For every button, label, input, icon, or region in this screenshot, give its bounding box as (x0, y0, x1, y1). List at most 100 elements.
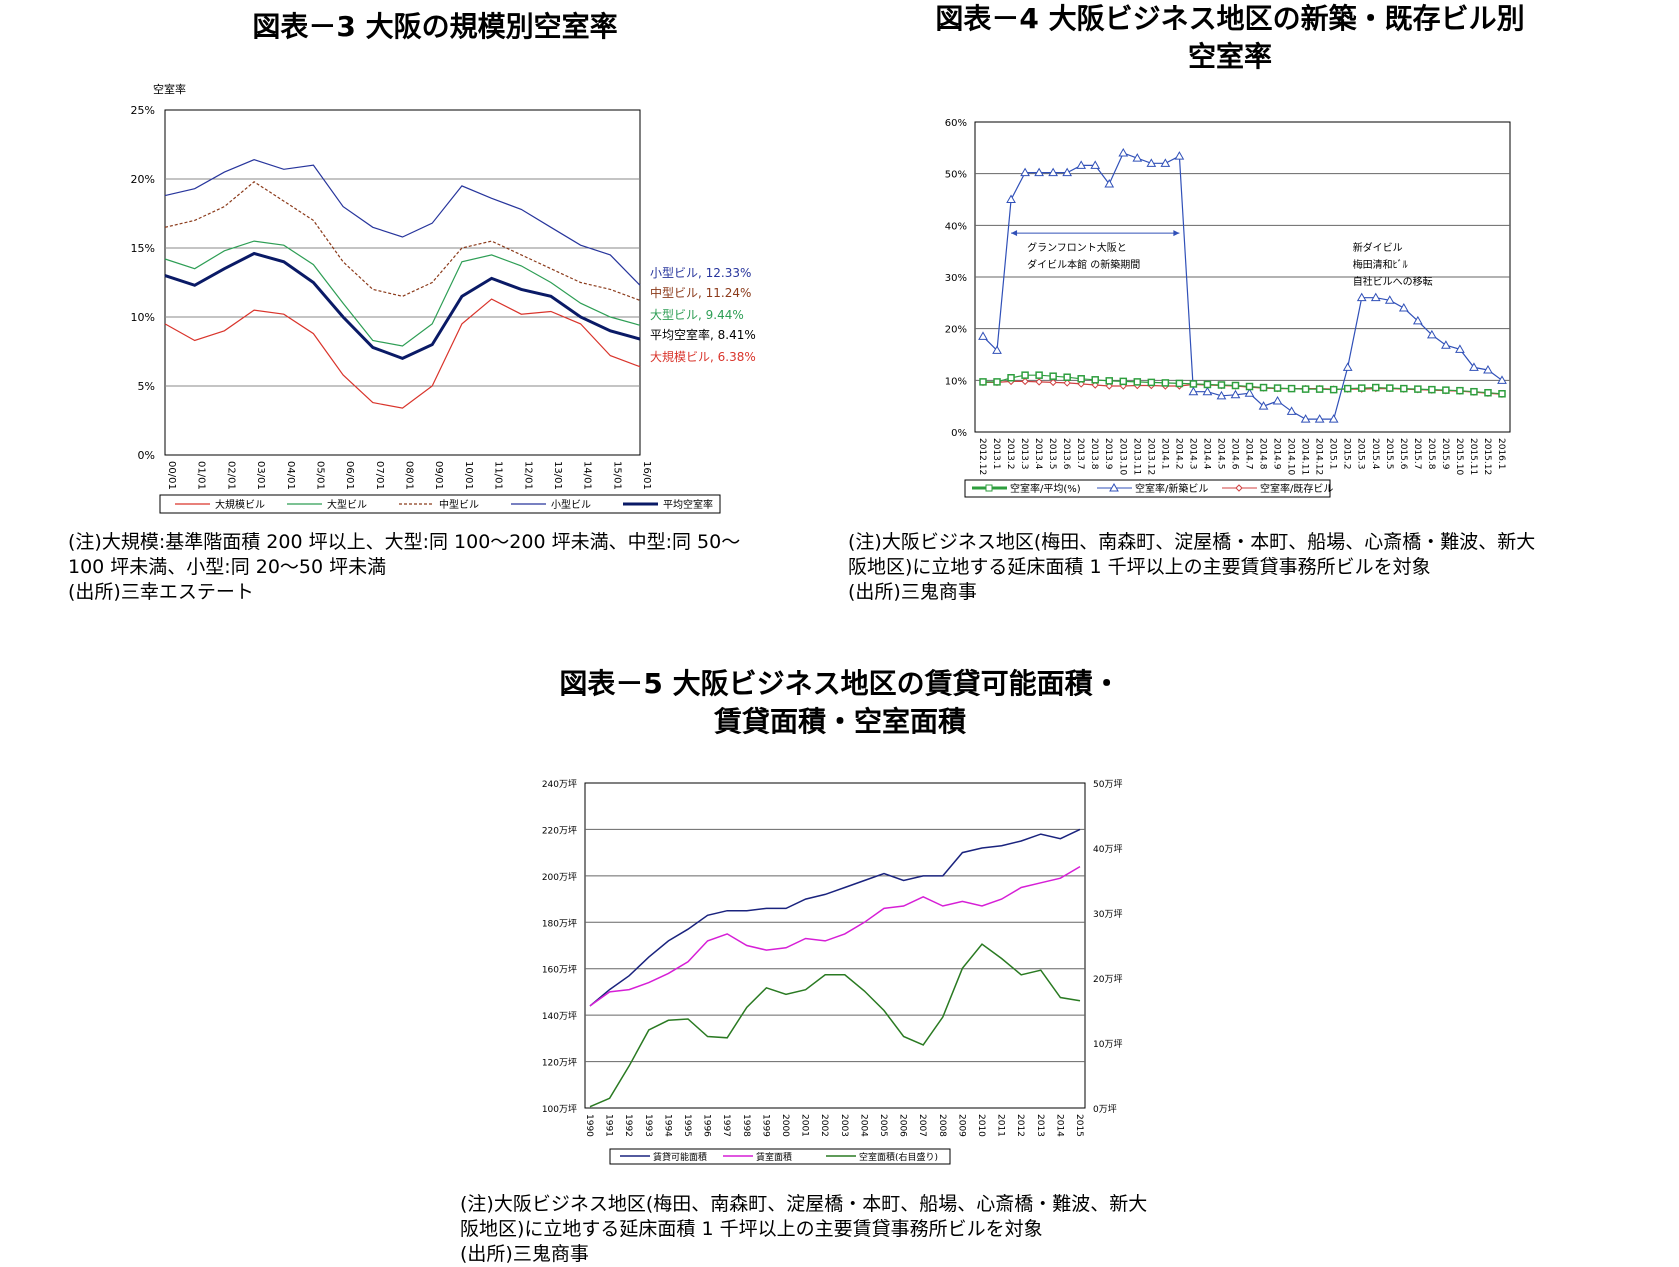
point-new (1497, 375, 1507, 384)
point-avg (1091, 376, 1099, 384)
x-tick-label: 2014.7 (1244, 438, 1254, 470)
point-avg (1273, 384, 1282, 392)
point-avg (1484, 388, 1492, 397)
point-avg (1259, 383, 1268, 392)
point-new (1146, 158, 1157, 167)
point-new (1300, 414, 1311, 423)
x-tick-label: 2014.1 (1159, 438, 1169, 470)
point-new (1034, 167, 1044, 177)
point-new (1258, 401, 1269, 410)
y-tick-label: 120万坪 (542, 1058, 577, 1069)
x-tick-label: 1991 (604, 1114, 614, 1137)
x-tick-label: 14/01 (582, 461, 593, 490)
y-tick-label: 40% (945, 221, 967, 232)
point-new (1174, 151, 1185, 160)
point-new (1455, 344, 1465, 353)
series-line-賃貸可能面積 (589, 828, 1081, 1007)
x-tick-label: 2014.6 (1229, 438, 1239, 470)
x-tick-label: 2013.7 (1075, 438, 1085, 470)
x-tick-label: 2012 (1015, 1114, 1025, 1137)
point-avg (1133, 378, 1142, 386)
series-line-小型ビル (164, 159, 641, 286)
x-tick-label: 1998 (741, 1114, 751, 1137)
x-tick-label: 1993 (643, 1114, 653, 1137)
y-right-tick-label: 40万坪 (1093, 844, 1122, 855)
series-line-大型ビル (164, 240, 641, 347)
fig4-title: 図表－4 大阪ビジネス地区の新築・既存ビル別 空室率 (935, 2, 1525, 73)
y-tick-label: 140万坪 (542, 1011, 577, 1022)
annotation-text: 梅田清和ﾋﾞﾙ (1353, 258, 1408, 271)
x-tick-label: 10/01 (463, 461, 474, 490)
point-new (1328, 414, 1339, 423)
x-tick-label: 02/01 (225, 461, 236, 490)
point-new (1160, 158, 1171, 167)
fig4-note: (注)大阪ビジネス地区(梅田、南森町、淀屋橋・本町、船場、心斎橋・難波、新大 阪… (848, 531, 1536, 603)
series-line-平均空室率 (164, 251, 641, 361)
x-tick-label: 04/01 (285, 461, 296, 490)
legend-label: 空室率/既存ビル (1260, 482, 1333, 495)
x-tick-label: 2014.3 (1187, 438, 1197, 470)
y-tick-label: 160万坪 (542, 965, 577, 976)
point-new (1076, 160, 1087, 169)
x-tick-label: 2013.6 (1061, 438, 1071, 470)
annotation-text: ダイビル本館 の新築期間 (1027, 258, 1140, 271)
point-avg (1287, 384, 1296, 393)
plot-area (584, 782, 1086, 1109)
point-new (1398, 302, 1409, 312)
legend-box (159, 494, 721, 514)
legend-label: 空室率/新築ビル (1135, 482, 1208, 495)
x-tick-label: 2014.12 (1314, 438, 1324, 475)
y-tick-label: 200万坪 (542, 872, 577, 883)
x-tick-label: 2015.10 (1454, 438, 1464, 475)
point-new (1090, 160, 1101, 169)
point-avg (1203, 380, 1212, 389)
point-avg (1175, 379, 1184, 388)
end-label: 大型ビル, 9.44% (650, 308, 744, 322)
point-avg (1470, 387, 1478, 396)
point-avg (1217, 381, 1226, 389)
x-tick-label: 2013.4 (1033, 438, 1043, 470)
point-avg (1077, 375, 1085, 383)
y-tick-label: 20% (945, 325, 967, 336)
x-tick-label: 15/01 (611, 461, 622, 490)
x-tick-label: 1996 (702, 1114, 712, 1137)
x-tick-label: 2013.2 (1005, 438, 1015, 470)
end-label: 中型ビル, 11.24% (650, 285, 751, 300)
point-avg (1063, 373, 1071, 381)
x-tick-label: 06/01 (344, 461, 355, 490)
point-avg (993, 378, 1001, 386)
point-new (1188, 386, 1199, 396)
x-tick-label: 2014.5 (1215, 438, 1225, 470)
point-new (1006, 194, 1016, 203)
point-new (1048, 167, 1058, 177)
x-tick-label: 1992 (623, 1114, 633, 1137)
point-avg (1035, 371, 1043, 379)
point-avg (1456, 386, 1464, 395)
x-tick-label: 1999 (760, 1114, 770, 1137)
y-tick-label: 0% (138, 449, 155, 462)
end-label: 大規模ビル, 6.38% (650, 349, 756, 364)
x-tick-label: 2004 (858, 1114, 868, 1137)
x-tick-label: 2015.11 (1468, 438, 1478, 475)
legend-label: 空室面積(右目盛り) (859, 1151, 938, 1163)
y-tick-label: 15% (131, 242, 155, 255)
y-right-tick-label: 30万坪 (1093, 909, 1122, 920)
point-avg (1007, 374, 1015, 382)
point-new (1230, 389, 1241, 399)
y-right-tick-label: 50万坪 (1093, 779, 1122, 790)
point-new (1244, 388, 1255, 397)
point-avg (1021, 371, 1029, 379)
point-existing (1049, 378, 1057, 387)
x-tick-label: 2013.11 (1131, 438, 1141, 475)
x-tick-label: 2008 (937, 1114, 947, 1137)
point-new (1286, 406, 1297, 415)
series-line-空室率/新築ビル (982, 152, 1503, 420)
point-avg (1442, 386, 1450, 394)
chart5: 100万坪 120万坪 140万坪 160万坪 180万坪 200万坪 220万坪 240万坪… (542, 779, 1122, 1165)
point-avg (1428, 385, 1436, 394)
series-line-賃室面積 (589, 865, 1081, 1007)
x-tick-label: 2011 (996, 1114, 1006, 1137)
x-tick-label: 2009 (956, 1114, 966, 1137)
end-label: 小型ビル, 12.33% (650, 266, 751, 280)
x-tick-label: 1995 (682, 1114, 692, 1137)
